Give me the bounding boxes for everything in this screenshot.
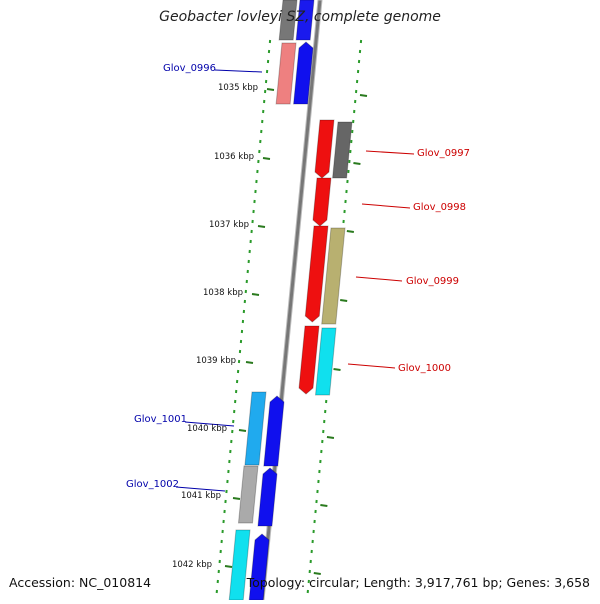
- gene-block-glov-0996: [276, 43, 296, 104]
- kbp-tick: [327, 437, 334, 438]
- kbp-tick: [320, 505, 327, 506]
- kbp-tick: [239, 430, 246, 431]
- gene-block-glov-0997: [315, 120, 334, 178]
- gene-block-grey-right: [333, 122, 352, 178]
- page-title: Geobacter lovleyi SZ, complete genome: [0, 9, 600, 25]
- accession-text: Accession: NC_010814: [9, 575, 151, 590]
- kbp-tick: [246, 362, 253, 363]
- gene-block-glov-1001: [245, 392, 266, 465]
- kbp-tick: [225, 566, 232, 567]
- connector-glov-1000: [348, 364, 395, 368]
- tick-label-1035: 1035 kbp: [198, 83, 258, 93]
- gene-label-glov-0998[interactable]: Glov_0998: [413, 202, 466, 213]
- kbp-tick: [263, 158, 270, 159]
- gene-block-blue-bottom: [249, 534, 269, 600]
- kbp-tick: [233, 498, 240, 499]
- topology-text: Topology: circular; Length: 3,917,761 bp…: [247, 575, 590, 590]
- kbp-tick: [360, 95, 367, 96]
- gene-label-glov-1002[interactable]: Glov_1002: [126, 479, 179, 490]
- gene-block-blue-1001: [264, 396, 284, 466]
- gene-label-glov-0996[interactable]: Glov_0996: [163, 63, 216, 74]
- tick-label-1039: 1039 kbp: [176, 356, 236, 366]
- connector-glov-0996: [215, 70, 262, 72]
- gene-block-glov-1000: [316, 328, 336, 395]
- gene-label-glov-0999[interactable]: Glov_0999: [406, 276, 459, 287]
- kbp-tick: [334, 369, 341, 370]
- tick-label-1042: 1042 kbp: [152, 560, 212, 570]
- tick-label-1040: 1040 kbp: [167, 424, 227, 434]
- gene-block-blue-1002: [258, 468, 277, 526]
- gene-block-red-lower: [299, 326, 319, 394]
- connector-glov-0998: [362, 204, 410, 208]
- connector-glov-0999: [356, 277, 402, 281]
- gene-label-glov-1001[interactable]: Glov_1001: [134, 414, 187, 425]
- gene-label-glov-0997[interactable]: Glov_0997: [417, 148, 470, 159]
- gene-block-glov-1002: [238, 466, 258, 523]
- kbp-tick: [252, 294, 259, 295]
- tick-label-1037: 1037 kbp: [189, 220, 249, 230]
- gene-label-glov-1000[interactable]: Glov_1000: [398, 363, 451, 374]
- kbp-tick: [353, 163, 360, 164]
- tick-label-1041: 1041 kbp: [161, 491, 221, 501]
- gene-block-glov-0998: [313, 178, 331, 226]
- tick-label-1038: 1038 kbp: [183, 288, 243, 298]
- kbp-tick: [347, 231, 354, 232]
- kbp-tick: [267, 89, 274, 90]
- tick-label-1036: 1036 kbp: [194, 152, 254, 162]
- kbp-tick: [258, 226, 265, 227]
- kbp-tick: [340, 300, 347, 301]
- kbp-tick: [314, 573, 321, 574]
- connector-glov-0997: [366, 151, 414, 154]
